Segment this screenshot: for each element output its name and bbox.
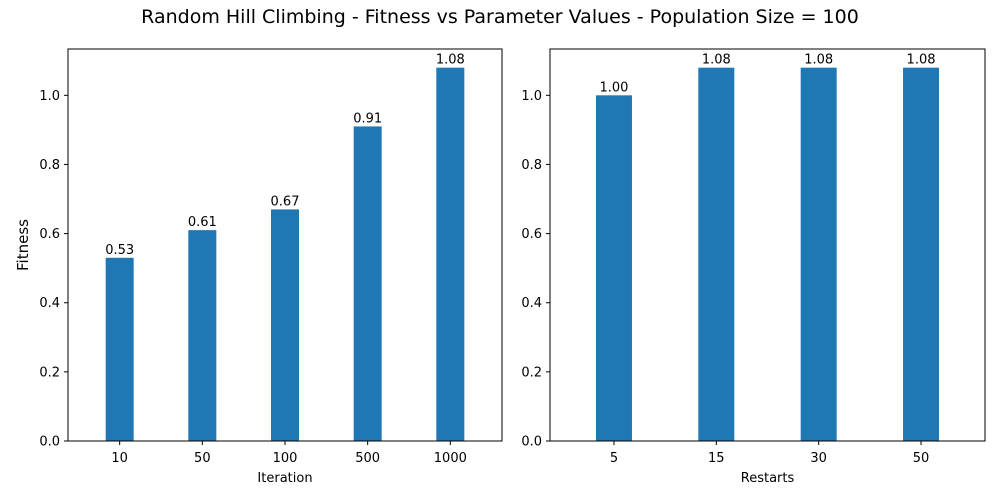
axes-frame — [549, 48, 986, 442]
bar-value-label: 0.91 — [353, 111, 382, 126]
bar-value-label: 0.53 — [105, 243, 134, 258]
y-tick-label: 0.8 — [39, 158, 60, 173]
y-tick-label: 0.8 — [521, 158, 542, 173]
bar-15 — [698, 67, 735, 442]
bar-100 — [271, 209, 299, 441]
bar-50 — [188, 230, 217, 441]
bar-value-label: 1.08 — [804, 53, 833, 68]
bar-value-label: 1.08 — [436, 53, 465, 68]
bar-value-label: 0.67 — [271, 194, 300, 209]
y-tick-label: 0.4 — [521, 296, 542, 311]
y-tick-label: 0.0 — [521, 435, 542, 450]
x-axis-label: Restarts — [741, 471, 795, 486]
x-tick-label: 15 — [708, 451, 725, 466]
y-tick-label: 0.6 — [39, 227, 60, 242]
x-tick-label: 1000 — [434, 451, 467, 466]
bar-value-label: 1.00 — [599, 80, 628, 95]
y-tick-label: 0.2 — [521, 365, 542, 380]
bar-10 — [105, 257, 134, 441]
y-tick-label: 0.4 — [39, 296, 60, 311]
y-tick-label: 0.2 — [39, 365, 60, 380]
y-axis-label: Fitness — [14, 219, 32, 271]
x-tick-label: 50 — [194, 451, 211, 466]
axes-frame — [67, 48, 503, 442]
bar-50 — [903, 67, 940, 442]
figure-title: Random Hill Climbing - Fitness vs Parame… — [141, 6, 859, 28]
y-tick-label: 1.0 — [39, 89, 60, 104]
x-tick-label: 30 — [810, 451, 827, 466]
x-tick-label: 50 — [913, 451, 930, 466]
bar-value-label: 0.61 — [188, 215, 217, 230]
x-tick-label: 500 — [355, 451, 380, 466]
y-tick-label: 1.0 — [521, 89, 542, 104]
x-tick-label: 10 — [111, 451, 128, 466]
x-axis-label: Iteration — [257, 471, 312, 486]
bar-30 — [800, 67, 837, 442]
bar-1000 — [436, 67, 465, 442]
bar-value-label: 1.08 — [907, 53, 936, 68]
y-tick-label: 0.6 — [521, 227, 542, 242]
bar-5 — [595, 95, 632, 441]
bar-500 — [353, 126, 382, 442]
x-tick-label: 5 — [610, 451, 618, 466]
y-tick-label: 0.0 — [39, 435, 60, 450]
bar-value-label: 1.08 — [702, 53, 731, 68]
x-tick-label: 100 — [273, 451, 298, 466]
